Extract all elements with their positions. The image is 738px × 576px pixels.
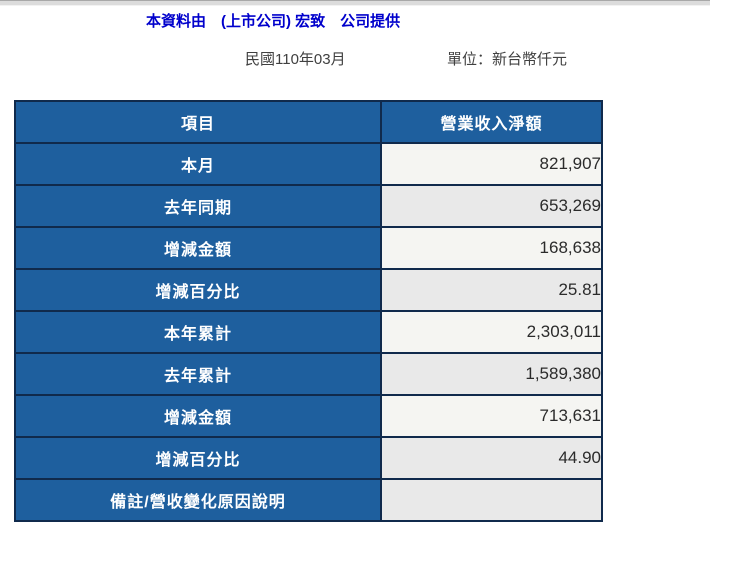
row-value: 168,638 [380, 226, 603, 270]
table-row: 增減金額 713,631 [14, 394, 603, 438]
row-value: 44.90 [380, 436, 603, 480]
row-label: 增減百分比 [14, 268, 382, 312]
row-label: 備註/營收變化原因說明 [14, 478, 382, 522]
table-row: 備註/營收變化原因說明 [14, 478, 603, 522]
table-row: 增減百分比 44.90 [14, 436, 603, 480]
row-label: 增減百分比 [14, 436, 382, 480]
provider-title: 本資料由 (上市公司) 宏致 公司提供 [146, 13, 401, 30]
row-value [380, 478, 603, 522]
row-label: 本月 [14, 142, 382, 186]
row-label: 本年累計 [14, 310, 382, 354]
currency-unit: 單位：新台幣仟元 [447, 51, 568, 68]
table-row: 增減百分比 25.81 [14, 268, 603, 312]
row-value: 713,631 [380, 394, 603, 438]
report-period: 民國110年03月 [245, 51, 346, 68]
row-value: 25.81 [380, 268, 603, 312]
row-value: 2,303,011 [380, 310, 603, 354]
table-row: 本年累計 2,303,011 [14, 310, 603, 354]
table-row: 去年同期 653,269 [14, 184, 603, 228]
revenue-table: 項目 營業收入淨額 本月 821,907 去年同期 653,269 增減金額 168,63… [14, 100, 603, 522]
row-label: 增減金額 [14, 226, 382, 270]
row-value: 821,907 [380, 142, 603, 186]
column-header-net-revenue: 營業收入淨額 [380, 100, 603, 144]
top-frame-divider [0, 0, 710, 6]
row-label: 去年同期 [14, 184, 382, 228]
row-value: 1,589,380 [380, 352, 603, 396]
row-label: 去年累計 [14, 352, 382, 396]
table-row: 增減金額 168,638 [14, 226, 603, 270]
row-value: 653,269 [380, 184, 603, 228]
row-label: 增減金額 [14, 394, 382, 438]
table-row: 去年累計 1,589,380 [14, 352, 603, 396]
table-header-row: 項目 營業收入淨額 [14, 100, 603, 144]
table-row: 本月 821,907 [14, 142, 603, 186]
column-header-item: 項目 [14, 100, 382, 144]
